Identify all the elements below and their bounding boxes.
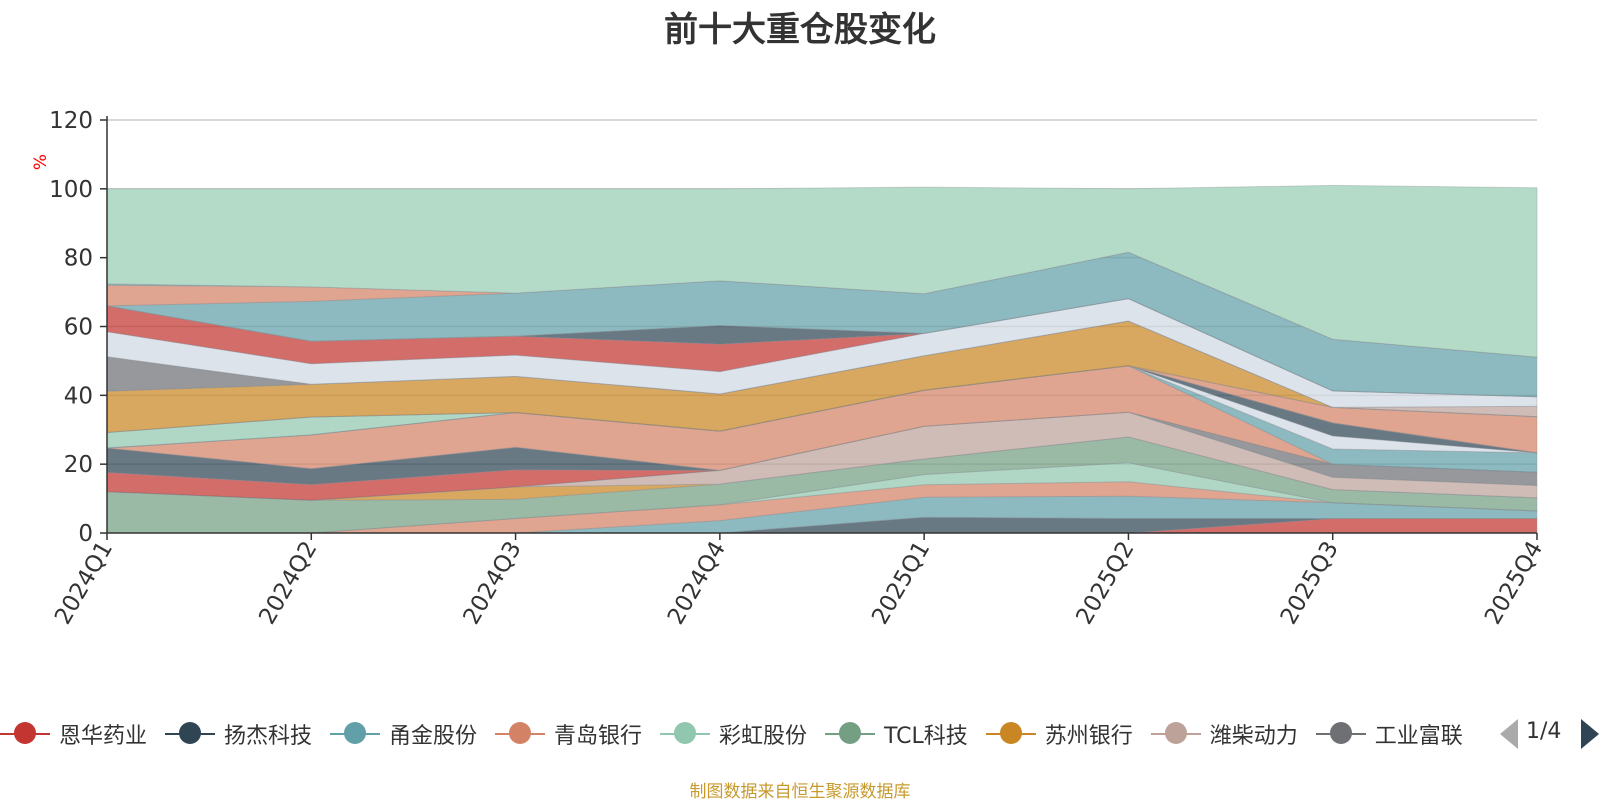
chart-title: 前十大重仓股变化 [664, 10, 936, 50]
legend-prev-page-icon[interactable] [1500, 719, 1518, 749]
legend: 恩华药业 扬杰科技 甬金股份 青岛银行 彩虹股份 TCL科技 苏州银行 潍柴动力 工业富联 1/… [0, 712, 1600, 756]
x-tick-label: 2024Q3 [459, 537, 527, 629]
y-tick-label: 40 [64, 383, 93, 409]
legend-marker-icon [509, 722, 531, 744]
legend-label: 苏州银行 [1044, 724, 1133, 749]
chart-canvas: 0 20 40 60 80 100 120 2024Q1 2024Q2 2024Q3 2024Q4 2… [31, 108, 1548, 629]
legend-marker-icon [999, 722, 1022, 744]
y-tick-label: 120 [49, 108, 93, 134]
y-tick-label: 80 [64, 246, 93, 272]
legend-next-page-icon[interactable] [1581, 719, 1599, 749]
area-华鲁恒升 [106, 320, 1538, 418]
legend-marker-icon [14, 722, 36, 744]
legend-marker-icon [839, 722, 861, 744]
x-tick-label: 2025Q1 [867, 537, 935, 629]
area-国电南瑞 [106, 298, 1538, 408]
y-tick-label: 100 [49, 177, 93, 203]
legend-label: 恩华药业 [59, 724, 148, 749]
source-note: 制图数据来自恒生聚源数据库 [689, 782, 911, 802]
area-series [106, 184, 1538, 534]
legend-label: 彩虹股份 [719, 724, 808, 749]
x-tick-label: 2024Q4 [663, 537, 731, 629]
area-现金及其他 [106, 184, 1538, 358]
legend-page-indicator: 1/4 [1526, 719, 1562, 744]
x-tick-label: 2024Q1 [50, 537, 118, 629]
x-tick-label: 2024Q2 [254, 537, 322, 629]
legend-viewport: 恩华药业 扬杰科技 甬金股份 青岛银行 彩虹股份 TCL科技 苏州银行 潍柴动力 工业富联 [0, 712, 1476, 756]
y-axis-unit: % [31, 154, 51, 170]
legend-marker-icon [344, 722, 366, 744]
x-tick-label: 2025Q4 [1480, 537, 1548, 629]
legend-label: 青岛银行 [554, 724, 643, 749]
legend-marker-icon [179, 722, 201, 744]
legend-label: TCL科技 [884, 724, 968, 749]
x-tick-label: 2025Q3 [1276, 537, 1344, 629]
y-tick-label: 60 [64, 315, 93, 341]
legend-label: 工业富联 [1374, 724, 1463, 749]
y-tick-label: 20 [64, 452, 93, 478]
x-tick-label: 2025Q2 [1071, 537, 1139, 629]
legend-label: 扬杰科技 [224, 724, 313, 749]
legend-label: 甬金股份 [389, 724, 478, 749]
legend-marker-icon [1329, 722, 1352, 744]
legend-pager: 1/4 [1496, 712, 1600, 756]
y-tick-label: 0 [78, 521, 93, 547]
legend-marker-icon [1164, 722, 1187, 744]
legend-marker-icon [674, 722, 696, 744]
legend-label: 潍柴动力 [1209, 724, 1298, 749]
